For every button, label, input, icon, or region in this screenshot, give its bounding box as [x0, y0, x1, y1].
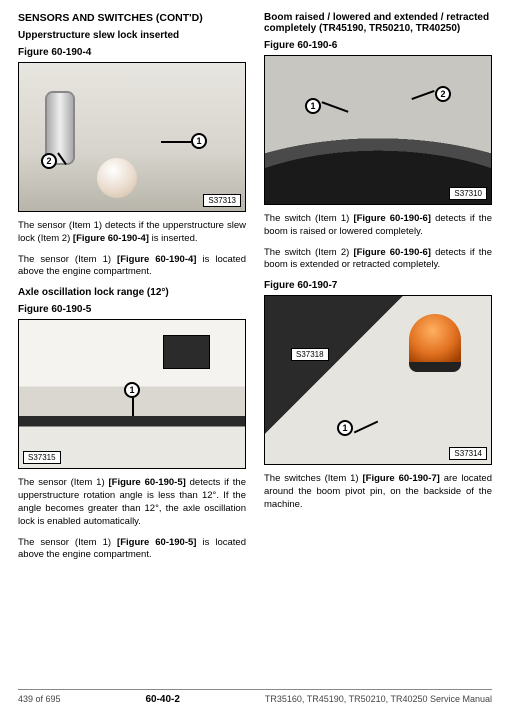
figure-5: 1 S37315	[18, 319, 246, 469]
footer-manual-title: TR35160, TR45190, TR50210, TR40250 Servi…	[265, 694, 492, 705]
page-footer: 439 of 695 60-40-2 TR35160, TR45190, TR5…	[18, 689, 492, 705]
figure-6: 1 2 S37310	[264, 55, 492, 205]
figure-4-callout-2: 2	[41, 153, 57, 169]
figure-7: S37318 1 S37314	[264, 295, 492, 465]
figure-6-callout-2: 2	[435, 86, 451, 102]
figure-7-label: Figure 60-190-7	[264, 280, 492, 291]
subheading-axle-osc: Axle oscillation lock range (12°)	[18, 287, 246, 298]
para-r2: The switch (Item 2) [Figure 60-190-6] de…	[264, 247, 492, 273]
subheading-slew-lock: Upperstructure slew lock inserted	[18, 30, 246, 41]
figure-4-id: S37313	[203, 194, 241, 207]
subheading-boom-b: completely (TR45190, TR50210, TR40250)	[264, 23, 492, 34]
figure-4: 1 2 S37313	[18, 62, 246, 212]
figure-6-id: S37310	[449, 187, 487, 200]
section-heading: SENSORS AND SWITCHES (CONT'D)	[18, 12, 246, 24]
figure-5-callout-1: 1	[124, 382, 140, 398]
figure-4-label: Figure 60-190-4	[18, 47, 246, 58]
figure-4-callout-1: 1	[191, 133, 207, 149]
para-4: The sensor (Item 1) [Figure 60-190-5] is…	[18, 537, 246, 563]
figure-6-label: Figure 60-190-6	[264, 40, 492, 51]
footer-page-count: 439 of 695	[18, 694, 61, 705]
subheading-boom-a: Boom raised / lowered and extended / ret…	[264, 12, 492, 23]
para-r3: The switches (Item 1) [Figure 60-190-7] …	[264, 473, 492, 511]
beacon-icon	[409, 314, 461, 372]
footer-section-number: 60-40-2	[145, 694, 179, 705]
figure-6-callout-1: 1	[305, 98, 321, 114]
para-1: The sensor (Item 1) detects if the upper…	[18, 220, 246, 246]
figure-5-label: Figure 60-190-5	[18, 304, 246, 315]
para-r1: The switch (Item 1) [Figure 60-190-6] de…	[264, 213, 492, 239]
figure-7-id-b: S37314	[449, 447, 487, 460]
figure-7-callout-1: 1	[337, 420, 353, 436]
para-3: The sensor (Item 1) [Figure 60-190-5] de…	[18, 477, 246, 528]
figure-7-id-a: S37318	[291, 348, 329, 361]
right-column: Boom raised / lowered and extended / ret…	[264, 12, 492, 570]
left-column: SENSORS AND SWITCHES (CONT'D) Upperstruc…	[18, 12, 246, 570]
para-2: The sensor (Item 1) [Figure 60-190-4] is…	[18, 254, 246, 280]
figure-5-id: S37315	[23, 451, 61, 464]
